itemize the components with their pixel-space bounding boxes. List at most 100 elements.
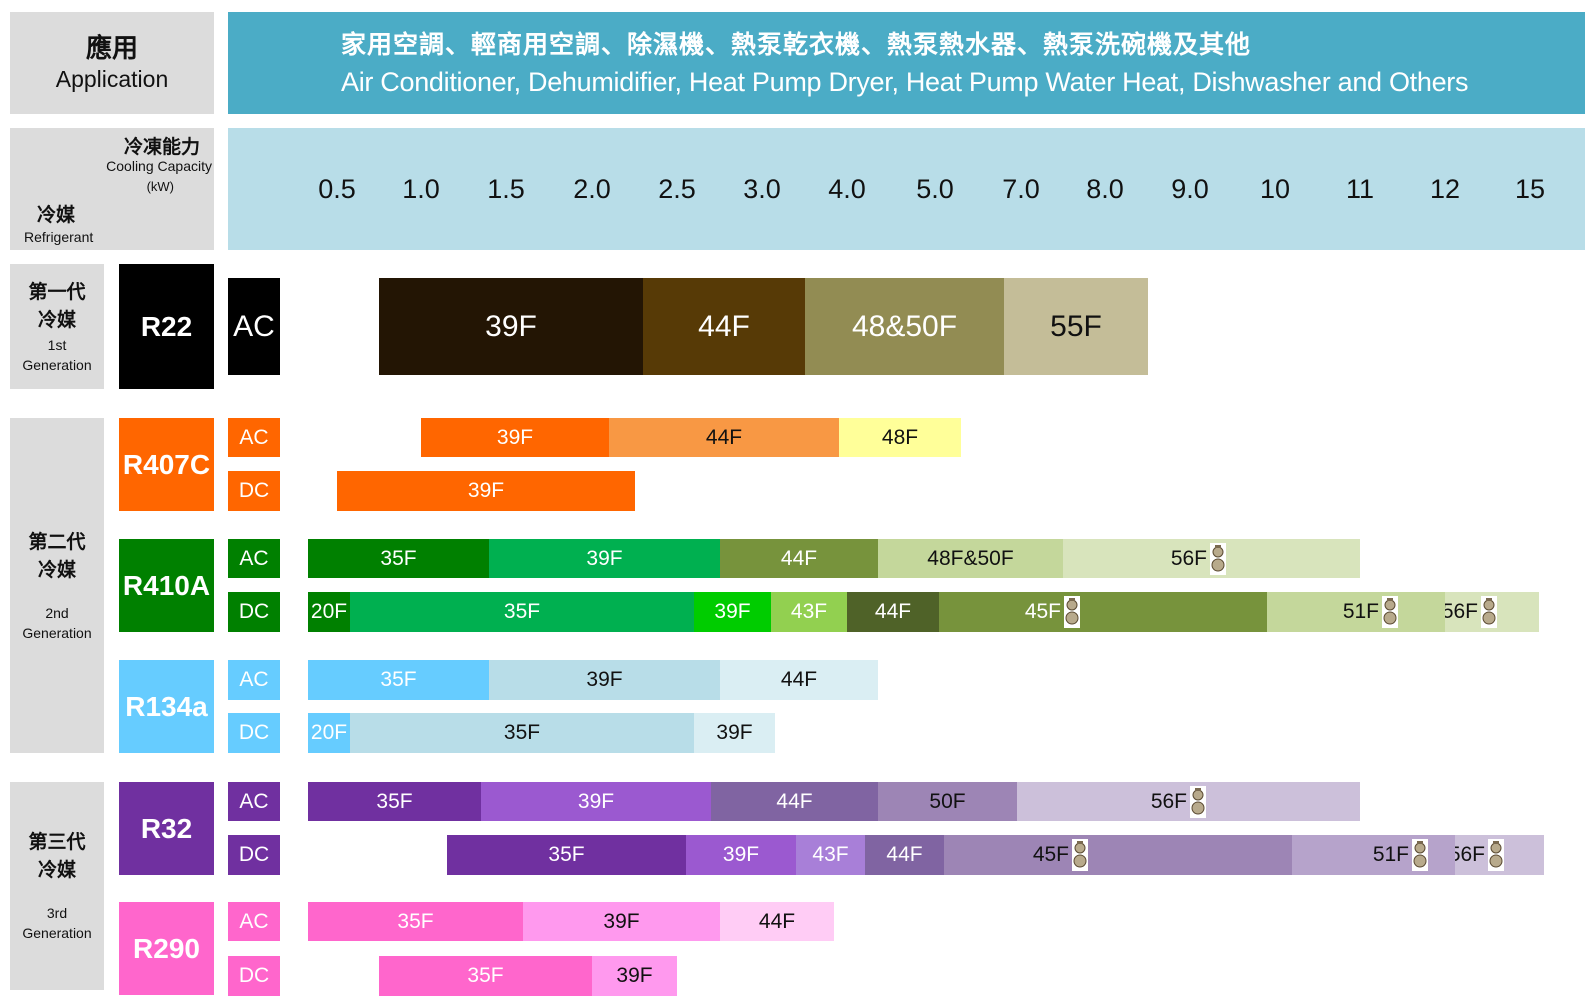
bar-r134a-dc-2: 39F (694, 713, 775, 753)
bar-r32-dc-0: 35F (447, 835, 686, 875)
bar-r290-dc-1: 39F (592, 956, 677, 996)
bar-r134a-ac-2: 44F (720, 660, 878, 700)
bar-label: 20F (310, 600, 348, 623)
bar-r410a-dc-5: 45F (939, 592, 1267, 632)
bar-label: 35F (548, 843, 585, 866)
generation-1-en: 1st Generation (22, 336, 92, 373)
axis-tick-2.0: 2.0 (573, 174, 611, 204)
refrigerant-r22: R22 (119, 264, 214, 389)
bar-label: 56F (1455, 843, 1485, 866)
application-label-zh: 應用 (85, 33, 138, 63)
gourd-icon (1478, 596, 1497, 628)
axis-tick-7.0: 7.0 (1002, 174, 1040, 204)
bar-r22-ac-1: 44F (643, 278, 805, 375)
bar-r407c-ac-1: 44F (609, 418, 839, 457)
bar-r410a-dc-3: 43F (771, 592, 847, 632)
bar-label: 44F (758, 909, 796, 933)
bar-r410a-ac-3: 48F&50F (878, 539, 1063, 578)
bar-label: 45F (1024, 600, 1061, 623)
bar-r32-dc-1: 39F (686, 835, 796, 875)
bar-r32-dc-2: 43F (796, 835, 865, 875)
bar-r290-ac-1: 39F (523, 902, 720, 941)
bar-label: 43F (790, 600, 828, 623)
bar-r407c-dc-0: 39F (337, 471, 635, 511)
refrigerant-r407c: R407C (119, 418, 214, 511)
type-r410a-dc: DC (228, 592, 280, 632)
bar-label: 44F (874, 600, 912, 623)
axis-tick-2.5: 2.5 (658, 174, 696, 204)
bar-r32-dc-6: 56F (1455, 835, 1544, 875)
bar-r410a-dc-0: 20F (308, 592, 350, 632)
generation-2-zh: 第二代 冷媒 (28, 531, 86, 581)
gourd-icon (1069, 839, 1088, 871)
generation-1: 第一代 冷媒 1st Generation (10, 264, 104, 389)
type-r407c-dc: DC (228, 471, 280, 511)
bar-label: 44F (886, 843, 923, 866)
bar-label: 43F (812, 843, 849, 866)
bar-r134a-dc-0: 20F (308, 713, 350, 753)
bar-r407c-ac-2: 48F (839, 418, 961, 457)
bar-label: 56F (1170, 546, 1207, 570)
application-title-en: Air Conditioner, Dehumidifier, Heat Pump… (341, 67, 1469, 97)
axis-tick-1.5: 1.5 (487, 174, 525, 204)
bar-label: 39F (496, 425, 534, 449)
refrigerant-r290: R290 (119, 902, 214, 995)
bar-label: 44F (780, 546, 818, 570)
bar-r134a-ac-0: 35F (308, 660, 489, 700)
type-r410a-ac: AC (228, 539, 280, 578)
refrigerant-r410a: R410A (119, 539, 214, 632)
bar-r407c-ac-0: 39F (421, 418, 609, 457)
bar-label: 39F (485, 309, 537, 343)
bar-label: 48F (881, 425, 919, 449)
capacity-unit: (kW) (146, 179, 174, 194)
bar-r410a-ac-4: 56F (1063, 539, 1360, 578)
bar-label: 44F (776, 789, 813, 813)
type-r22-ac: AC (228, 278, 280, 375)
capacity-label-en: Cooling Capacity (106, 158, 212, 174)
bar-r410a-ac-2: 44F (720, 539, 878, 578)
bar-r32-ac-4: 56F (1017, 782, 1360, 821)
axis-tick-8.0: 8.0 (1086, 174, 1124, 204)
bar-label: 20F (310, 721, 348, 744)
type-r134a-dc: DC (228, 713, 280, 753)
bar-r32-dc-5: 51F (1292, 835, 1455, 875)
bar-r410a-dc-1: 35F (350, 592, 694, 632)
axis-tick-0.5: 0.5 (318, 174, 356, 204)
bar-label: 56F (1150, 789, 1187, 813)
type-r32-ac: AC (228, 782, 280, 821)
bar-label: 44F (780, 668, 818, 691)
bar-r22-ac-2: 48&50F (805, 278, 1004, 375)
bar-label: 48F&50F (927, 546, 1014, 570)
bar-r410a-dc-7: 56F (1445, 592, 1539, 632)
application-title-zh: 家用空調、輕商用空調、除濕機、熱泵乾衣機、熱泵熱水器、熱泵洗碗機及其他 (341, 31, 1252, 59)
bar-label: 50F (929, 789, 966, 813)
axis-corner: 冷凍能力 Cooling Capacity (kW) 冷媒 Refrigeran… (10, 128, 214, 250)
axis-tick-12: 12 (1429, 174, 1461, 204)
axis-tick-4.0: 4.0 (828, 174, 866, 204)
bar-label: 35F (380, 668, 417, 691)
gourd-icon (1061, 596, 1080, 628)
bar-r410a-dc-6: 51F (1267, 592, 1445, 632)
bar-label: 39F (722, 843, 760, 866)
gourd-icon (1187, 785, 1206, 818)
generation-1-zh: 第一代 冷媒 (28, 281, 86, 331)
bar-label: 39F (603, 909, 640, 933)
bar-r410a-ac-0: 35F (308, 539, 489, 578)
gourd-icon (1485, 839, 1504, 871)
bar-r22-ac-0: 39F (379, 278, 643, 375)
refrigerant-r134a: R134a (119, 660, 214, 753)
axis-tick-10: 10 (1259, 174, 1291, 204)
bar-r134a-dc-1: 35F (350, 713, 694, 753)
bar-label: 39F (577, 789, 615, 813)
bar-label: 35F (380, 546, 417, 570)
bar-label: 44F (705, 425, 743, 449)
bar-r32-ac-1: 39F (481, 782, 711, 821)
bar-label: 39F (716, 721, 753, 744)
type-r290-dc: DC (228, 956, 280, 996)
generation-3-zh: 第三代 冷媒 (28, 832, 86, 881)
bar-label: 55F (1050, 309, 1102, 343)
bar-label: 48&50F (851, 309, 958, 343)
refrigerant-label-zh: 冷媒 (37, 205, 76, 226)
bar-label: 39F (586, 546, 623, 570)
bar-label: 35F (397, 909, 434, 933)
